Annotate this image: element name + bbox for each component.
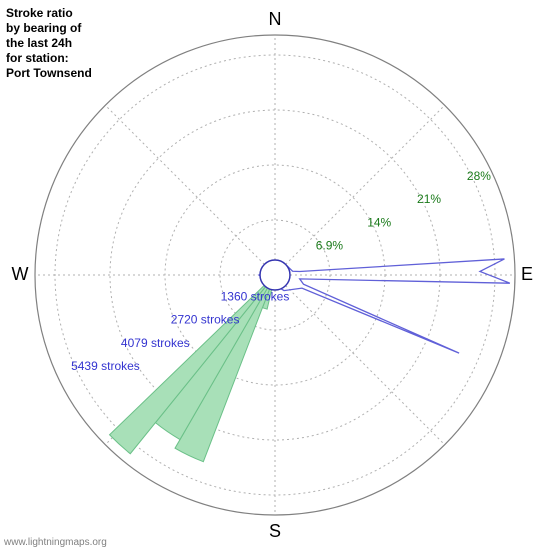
ratio-label: 21% [417,192,441,206]
polar-chart: N E S W 6.9% 14% 21% 28% 1360 strokes 2720 stroke… [0,0,550,550]
ratio-label: 14% [367,215,391,229]
cardinal-label: W [12,264,29,284]
hub-circle [260,260,290,290]
stroke-outline [259,259,510,353]
stroke-label: 4079 strokes [121,336,190,350]
cardinal-label: E [521,264,533,284]
stroke-label: 2720 strokes [171,313,240,327]
stroke-label: 5439 strokes [71,359,140,373]
attribution-text: www.lightningmaps.org [4,537,107,548]
chart-title: Stroke ratio by bearing of the last 24h … [6,6,92,81]
stroke-label: 1360 strokes [221,289,290,303]
grid-spoke [105,105,264,264]
ratio-label: 6.9% [316,239,344,253]
cardinal-label: N [269,9,282,29]
cardinal-label: S [269,521,281,541]
grid-spoke [286,105,445,264]
grid-spoke [286,286,445,445]
ratio-label: 28% [467,169,491,183]
